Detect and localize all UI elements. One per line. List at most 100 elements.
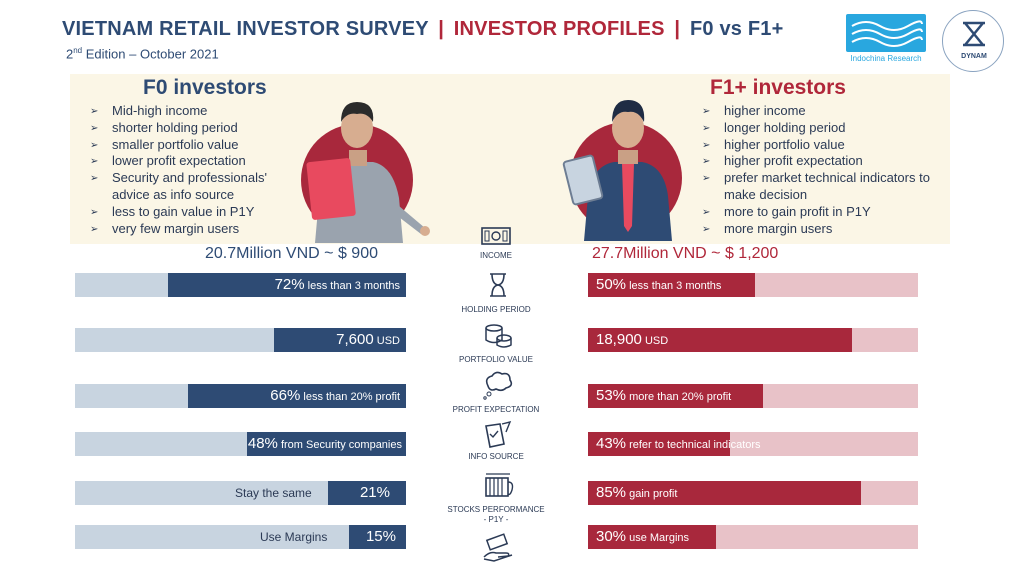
f1-bullet: higher profit expectation [700, 153, 940, 171]
category-profit-expectation: PROFIT EXPECTATION [452, 405, 540, 414]
dynam-logo-text: DYNAM [961, 53, 987, 60]
f0-margin-fill [349, 525, 406, 549]
hourglass-icon [490, 273, 506, 297]
f1-bullet: higher income [700, 103, 940, 121]
f1-holding-value: 50% [596, 276, 627, 293]
f1-holding-bar: 50% less than 3 months [588, 273, 918, 297]
f0-info-bar: 48% from Security companies [75, 432, 406, 456]
f0-stocks-desc: Stay the same [235, 486, 312, 500]
f1-portfolio-bar: 18,900 USD [588, 328, 918, 352]
f0-profit-bar: 66% less than 20% profit [75, 384, 406, 408]
f0-profit-fill [188, 384, 406, 408]
category-stocks-period: - P1Y - [483, 515, 509, 524]
f1-stocks-bar: 85% gain profit [588, 481, 918, 505]
f1-margin-value: 30% [596, 528, 627, 545]
f1-stocks-desc: gain profit [626, 488, 678, 500]
f0-bullet: shorter holding period [88, 120, 308, 138]
f1-margin-desc: use Margins [626, 532, 690, 544]
f1-info-label: 43% refer to technical indicators [596, 432, 761, 456]
category-info-source: INFO SOURCE [468, 452, 524, 461]
edition-subtitle: 2nd Edition – October 2021 [66, 46, 219, 61]
f1-holding-label: 50% less than 3 months [596, 273, 721, 297]
f0-portfolio-bar: 7,600 USD [75, 328, 406, 352]
f1-profit-value: 53% [596, 387, 627, 404]
f0-bullet: Security and professionals' advice as in… [88, 170, 308, 204]
category-holding-period: HOLDING PERIOD [461, 305, 531, 314]
f0-stocks-fill [328, 481, 406, 505]
title-separator: | [674, 18, 681, 40]
f0-holding-value: 72% [274, 276, 305, 293]
f0-income: 20.7Million VND ~ $ 900 [205, 245, 378, 262]
f0-portfolio-value: 7,600 [336, 331, 374, 348]
f1-bullet: prefer market technical indicators to ma… [700, 170, 940, 204]
f1-profit-desc: more than 20% profit [626, 391, 732, 403]
dynam-logo-mark [963, 21, 985, 47]
thought-bubble-icon [483, 371, 513, 400]
f0-info-fill [247, 432, 406, 456]
f1-bullet: more margin users [700, 221, 940, 239]
f1-portfolio-desc: USD [641, 335, 669, 347]
edition-number: 2 [66, 46, 74, 62]
f1-holding-desc: less than 3 months [626, 280, 722, 292]
f1-portfolio-fill [588, 328, 852, 352]
f1-stocks-value: 85% [596, 484, 627, 501]
f0-bullet: very few margin users [88, 221, 308, 239]
f0-portfolio-fill [274, 328, 406, 352]
f0-info-desc: from Security companies [277, 439, 402, 451]
f1-stocks-label: 85% gain profit [596, 481, 677, 505]
f0-margin-desc: Use Margins [260, 530, 328, 544]
category-portfolio-value: PORTFOLIO VALUE [459, 355, 533, 364]
edition-date: Edition – October 2021 [82, 46, 219, 62]
f0-holding-bar: 72% less than 3 months [75, 273, 406, 297]
f1-profit-bar: 53% more than 20% profit [588, 384, 918, 408]
coins-icon [485, 324, 512, 348]
f0-margin-bar: Use Margins 15% [75, 525, 406, 549]
f0-holding-fill [168, 273, 406, 297]
title-separator: | [438, 18, 445, 40]
stock-building-icon [485, 473, 514, 497]
edition-suffix: nd [73, 46, 83, 55]
f1-profit-label: 53% more than 20% profit [596, 384, 731, 408]
dynam-logo: DYNAM [942, 10, 1004, 72]
f1-margin-fill [588, 525, 716, 549]
money-hand-icon [483, 533, 513, 562]
profiles-title: INVESTOR PROFILES [453, 18, 665, 40]
f1-investor-illustration [562, 100, 682, 241]
page-title: VIETNAM RETAIL INVESTOR SURVEY | INVESTO… [62, 18, 783, 41]
f1-margin-label: 30% use Margins [596, 525, 689, 549]
f0-profit-desc: less than 20% profit [300, 391, 400, 403]
f1-bullet: longer holding period [700, 120, 940, 138]
f1-info-fill [588, 432, 730, 456]
indochina-logo-mark [846, 14, 926, 52]
f0-bullet: smaller portfolio value [88, 137, 308, 155]
comparison-title: F0 vs F1+ [689, 18, 784, 40]
money-icon [481, 227, 511, 245]
indochina-research-logo: Indochina Research [846, 14, 926, 66]
f1-bullet-list: higher income longer holding period high… [700, 103, 940, 239]
f1-info-desc: refer to technical indicators [626, 439, 761, 451]
f0-portfolio-label: 7,600 USD [336, 328, 400, 352]
indochina-logo-text: Indochina Research [850, 54, 922, 63]
f1-heading: F1+ investors [710, 76, 846, 99]
survey-title: VIETNAM RETAIL INVESTOR SURVEY [62, 18, 429, 40]
f1-bullet: more to gain profit in P1Y [700, 204, 940, 222]
f1-margin-bar: 30% use Margins [588, 525, 918, 549]
f0-profit-value: 66% [270, 387, 301, 404]
f0-bullet-list: Mid-high income shorter holding period s… [88, 103, 308, 239]
f1-stocks-fill [588, 481, 861, 505]
f0-portfolio-desc: USD [373, 335, 400, 347]
f0-bullet: lower profit expectation [88, 153, 308, 171]
f0-heading: F0 investors [143, 76, 267, 99]
f1-portfolio-value: 18,900 [596, 331, 642, 348]
f1-info-bar: 43% refer to technical indicators [588, 432, 918, 456]
f0-stocks-value: 21% [359, 484, 390, 501]
f1-portfolio-label: 18,900 USD [596, 328, 668, 352]
f1-income: 27.7Million VND ~ $ 1,200 [592, 245, 779, 262]
f0-margin-value: 15% [365, 528, 396, 545]
f0-bullet: less to gain value in P1Y [88, 204, 308, 222]
f1-holding-fill [588, 273, 755, 297]
f0-bullet: Mid-high income [88, 103, 308, 121]
category-income: INCOME [480, 251, 512, 260]
f0-holding-desc: less than 3 months [304, 280, 400, 292]
category-stocks-performance: STOCKS PERFORMANCE [447, 505, 545, 514]
